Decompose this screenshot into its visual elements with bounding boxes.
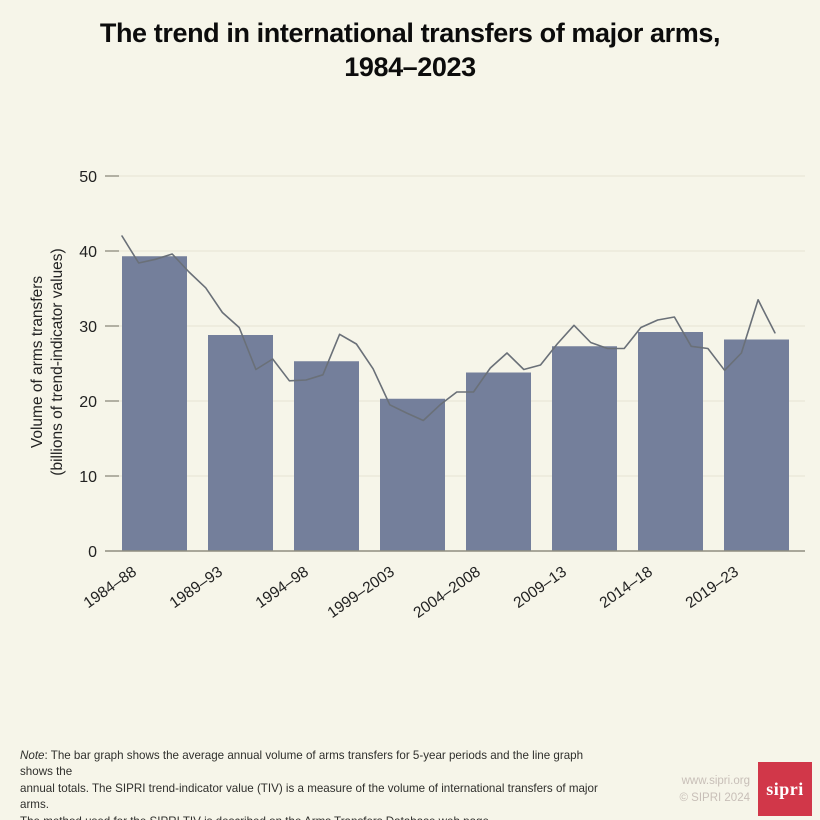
sipri-logo-text: sipri bbox=[766, 778, 804, 799]
x-tick-label-1989–93: 1989–93 bbox=[167, 563, 226, 612]
y-tick-label-10: 10 bbox=[79, 469, 97, 486]
y-axis-label-line1: Volume of arms transfers bbox=[29, 276, 46, 449]
bar-1994–98 bbox=[294, 361, 359, 551]
x-tick-label-2004–2008: 2004–2008 bbox=[410, 563, 483, 621]
y-tick-label-40: 40 bbox=[79, 244, 97, 261]
y-tick-label-20: 20 bbox=[79, 394, 97, 411]
annual-totals-line bbox=[121, 235, 776, 422]
footnote: Note: The bar graph shows the average an… bbox=[20, 748, 605, 820]
y-tick-label-50: 50 bbox=[79, 169, 97, 186]
x-tick-label-1984–88: 1984–88 bbox=[81, 563, 140, 612]
y-tick-label-0: 0 bbox=[88, 544, 97, 561]
bar-2009–13 bbox=[552, 346, 617, 551]
bar-1989–93 bbox=[208, 335, 273, 551]
x-tick-label-1999–2003: 1999–2003 bbox=[324, 563, 397, 621]
x-tick-label-1994–98: 1994–98 bbox=[253, 563, 312, 612]
x-tick-label-2014–18: 2014–18 bbox=[597, 563, 656, 612]
x-tick-label-2019–23: 2019–23 bbox=[683, 563, 742, 612]
copyright: © SIPRI 2024 bbox=[679, 792, 750, 804]
note-paragraph: Note: The bar graph shows the average an… bbox=[20, 748, 605, 820]
website-url: www.sipri.org bbox=[681, 775, 750, 787]
bar-2004–2008 bbox=[466, 372, 531, 551]
chart-title-line2: 1984–2023 bbox=[344, 52, 476, 82]
branding-text: www.sipri.org © SIPRI 2024 bbox=[680, 773, 750, 807]
bar-2014–18 bbox=[638, 332, 703, 551]
chart-title-line1: The trend in international transfers of … bbox=[99, 18, 721, 48]
bar-1999–2003 bbox=[380, 398, 445, 551]
chart-title: The trend in international transfers of … bbox=[0, 16, 820, 84]
y-axis-label-line2: (billions of trend-indicator values) bbox=[49, 248, 66, 475]
note-text: : The bar graph shows the average annual… bbox=[20, 749, 598, 820]
bar-2019–23 bbox=[724, 339, 789, 551]
x-tick-label-2009–13: 2009–13 bbox=[511, 563, 570, 612]
y-tick-label-30: 30 bbox=[79, 319, 97, 336]
sipri-logo: sipri bbox=[758, 762, 812, 816]
bar-1984–88 bbox=[122, 256, 187, 551]
note-label: Note bbox=[20, 749, 45, 762]
bar-line-chart: 0 10 20 30 40 50 1984–88 1989–93 1994–98 1999–200… bbox=[29, 169, 805, 622]
